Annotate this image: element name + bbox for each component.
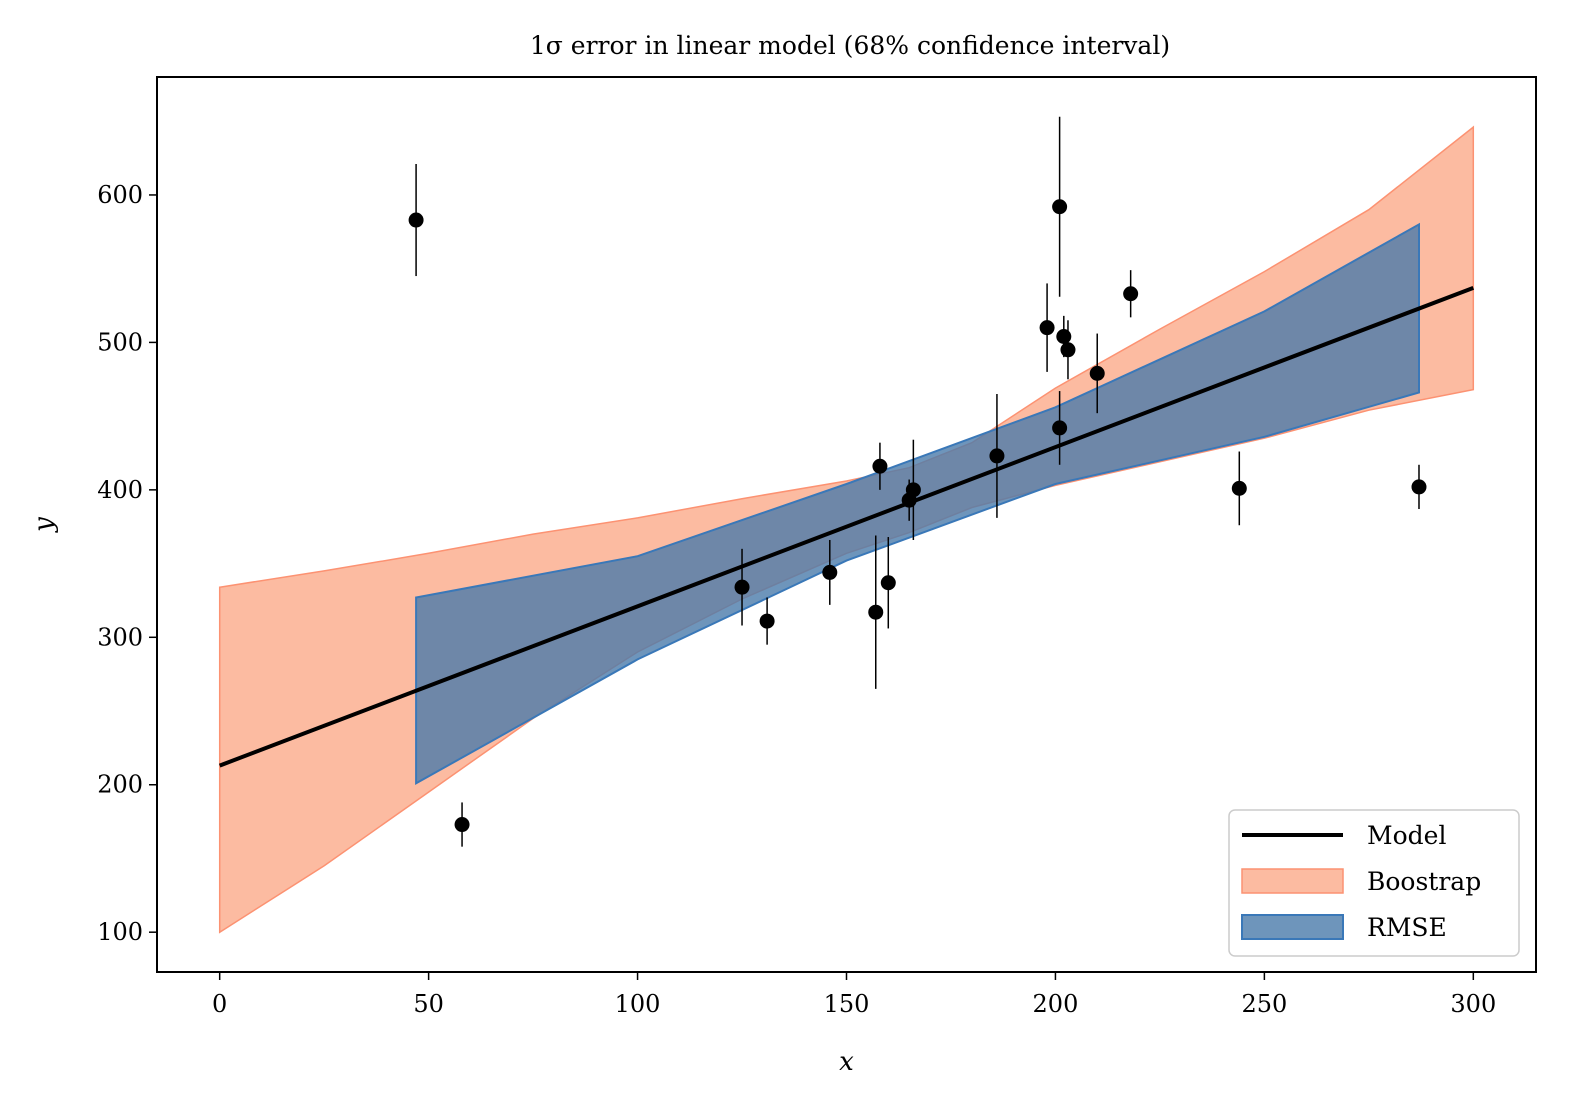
x-tick-label: 100	[615, 990, 661, 1018]
x-tick-label: 250	[1241, 990, 1287, 1018]
legend: Model Boostrap RMSE	[1228, 809, 1520, 957]
point-marker	[868, 604, 884, 620]
x-tick-label: 300	[1450, 990, 1496, 1018]
point-marker	[905, 482, 921, 498]
data-point	[759, 597, 775, 645]
point-marker	[1123, 286, 1139, 302]
x-tick-label: 150	[824, 990, 870, 1018]
y-tick-label: 600	[97, 181, 143, 209]
y-tick-label: 200	[97, 771, 143, 799]
point-marker	[1411, 479, 1427, 495]
point-marker	[1089, 365, 1105, 381]
data-point	[905, 439, 921, 540]
data-point	[454, 802, 470, 847]
point-marker	[1039, 320, 1055, 336]
y-tick-label: 100	[97, 918, 143, 946]
data-point	[1123, 270, 1139, 318]
point-marker	[759, 613, 775, 629]
y-tick-label: 400	[97, 476, 143, 504]
data-point	[734, 548, 750, 626]
point-marker	[989, 448, 1005, 464]
data-point	[880, 537, 896, 629]
data-point	[1411, 464, 1427, 510]
legend-label: Boostrap	[1367, 867, 1481, 896]
data-point	[1039, 283, 1055, 372]
point-marker	[1052, 420, 1068, 436]
point-marker	[734, 579, 750, 595]
y-tick-label: 500	[97, 328, 143, 356]
y-tick-label: 300	[97, 623, 143, 651]
model-line	[218, 285, 1475, 768]
x-tick-label: 200	[1033, 990, 1079, 1018]
legend-label: RMSE	[1367, 913, 1447, 942]
axes: 0 50 100 150 200 250 300 100 200 300 400 500 600	[97, 181, 1496, 1018]
x-axis-label: x	[839, 1047, 854, 1077]
y-axis-label: y	[29, 517, 59, 533]
x-tick-label: 50	[413, 990, 444, 1018]
legend-label: Model	[1367, 821, 1446, 850]
data-point	[822, 539, 838, 605]
data-point	[1052, 391, 1068, 465]
data-point	[872, 442, 888, 490]
point-marker	[1052, 199, 1068, 215]
point-marker	[408, 212, 424, 228]
point-marker	[1231, 480, 1247, 496]
rmse-band	[415, 222, 1420, 786]
x-tick-label: 0	[212, 990, 227, 1018]
legend-swatch-rmse	[1241, 914, 1344, 940]
point-marker	[454, 817, 470, 833]
data-point	[989, 394, 1005, 518]
data-point	[868, 535, 884, 689]
data-point	[1060, 320, 1076, 380]
point-marker	[1056, 329, 1072, 345]
point-marker	[880, 575, 896, 591]
data-point	[1052, 116, 1068, 297]
chart-title: 1σ error in linear model (68% confidence…	[530, 31, 1170, 60]
data-point	[1231, 451, 1247, 526]
data-point	[1089, 333, 1105, 414]
point-marker	[872, 458, 888, 474]
point-marker	[1060, 342, 1076, 358]
data-point	[408, 163, 424, 277]
plot-area	[218, 116, 1475, 934]
point-marker	[822, 564, 838, 580]
legend-swatch-bootstrap	[1241, 868, 1344, 894]
